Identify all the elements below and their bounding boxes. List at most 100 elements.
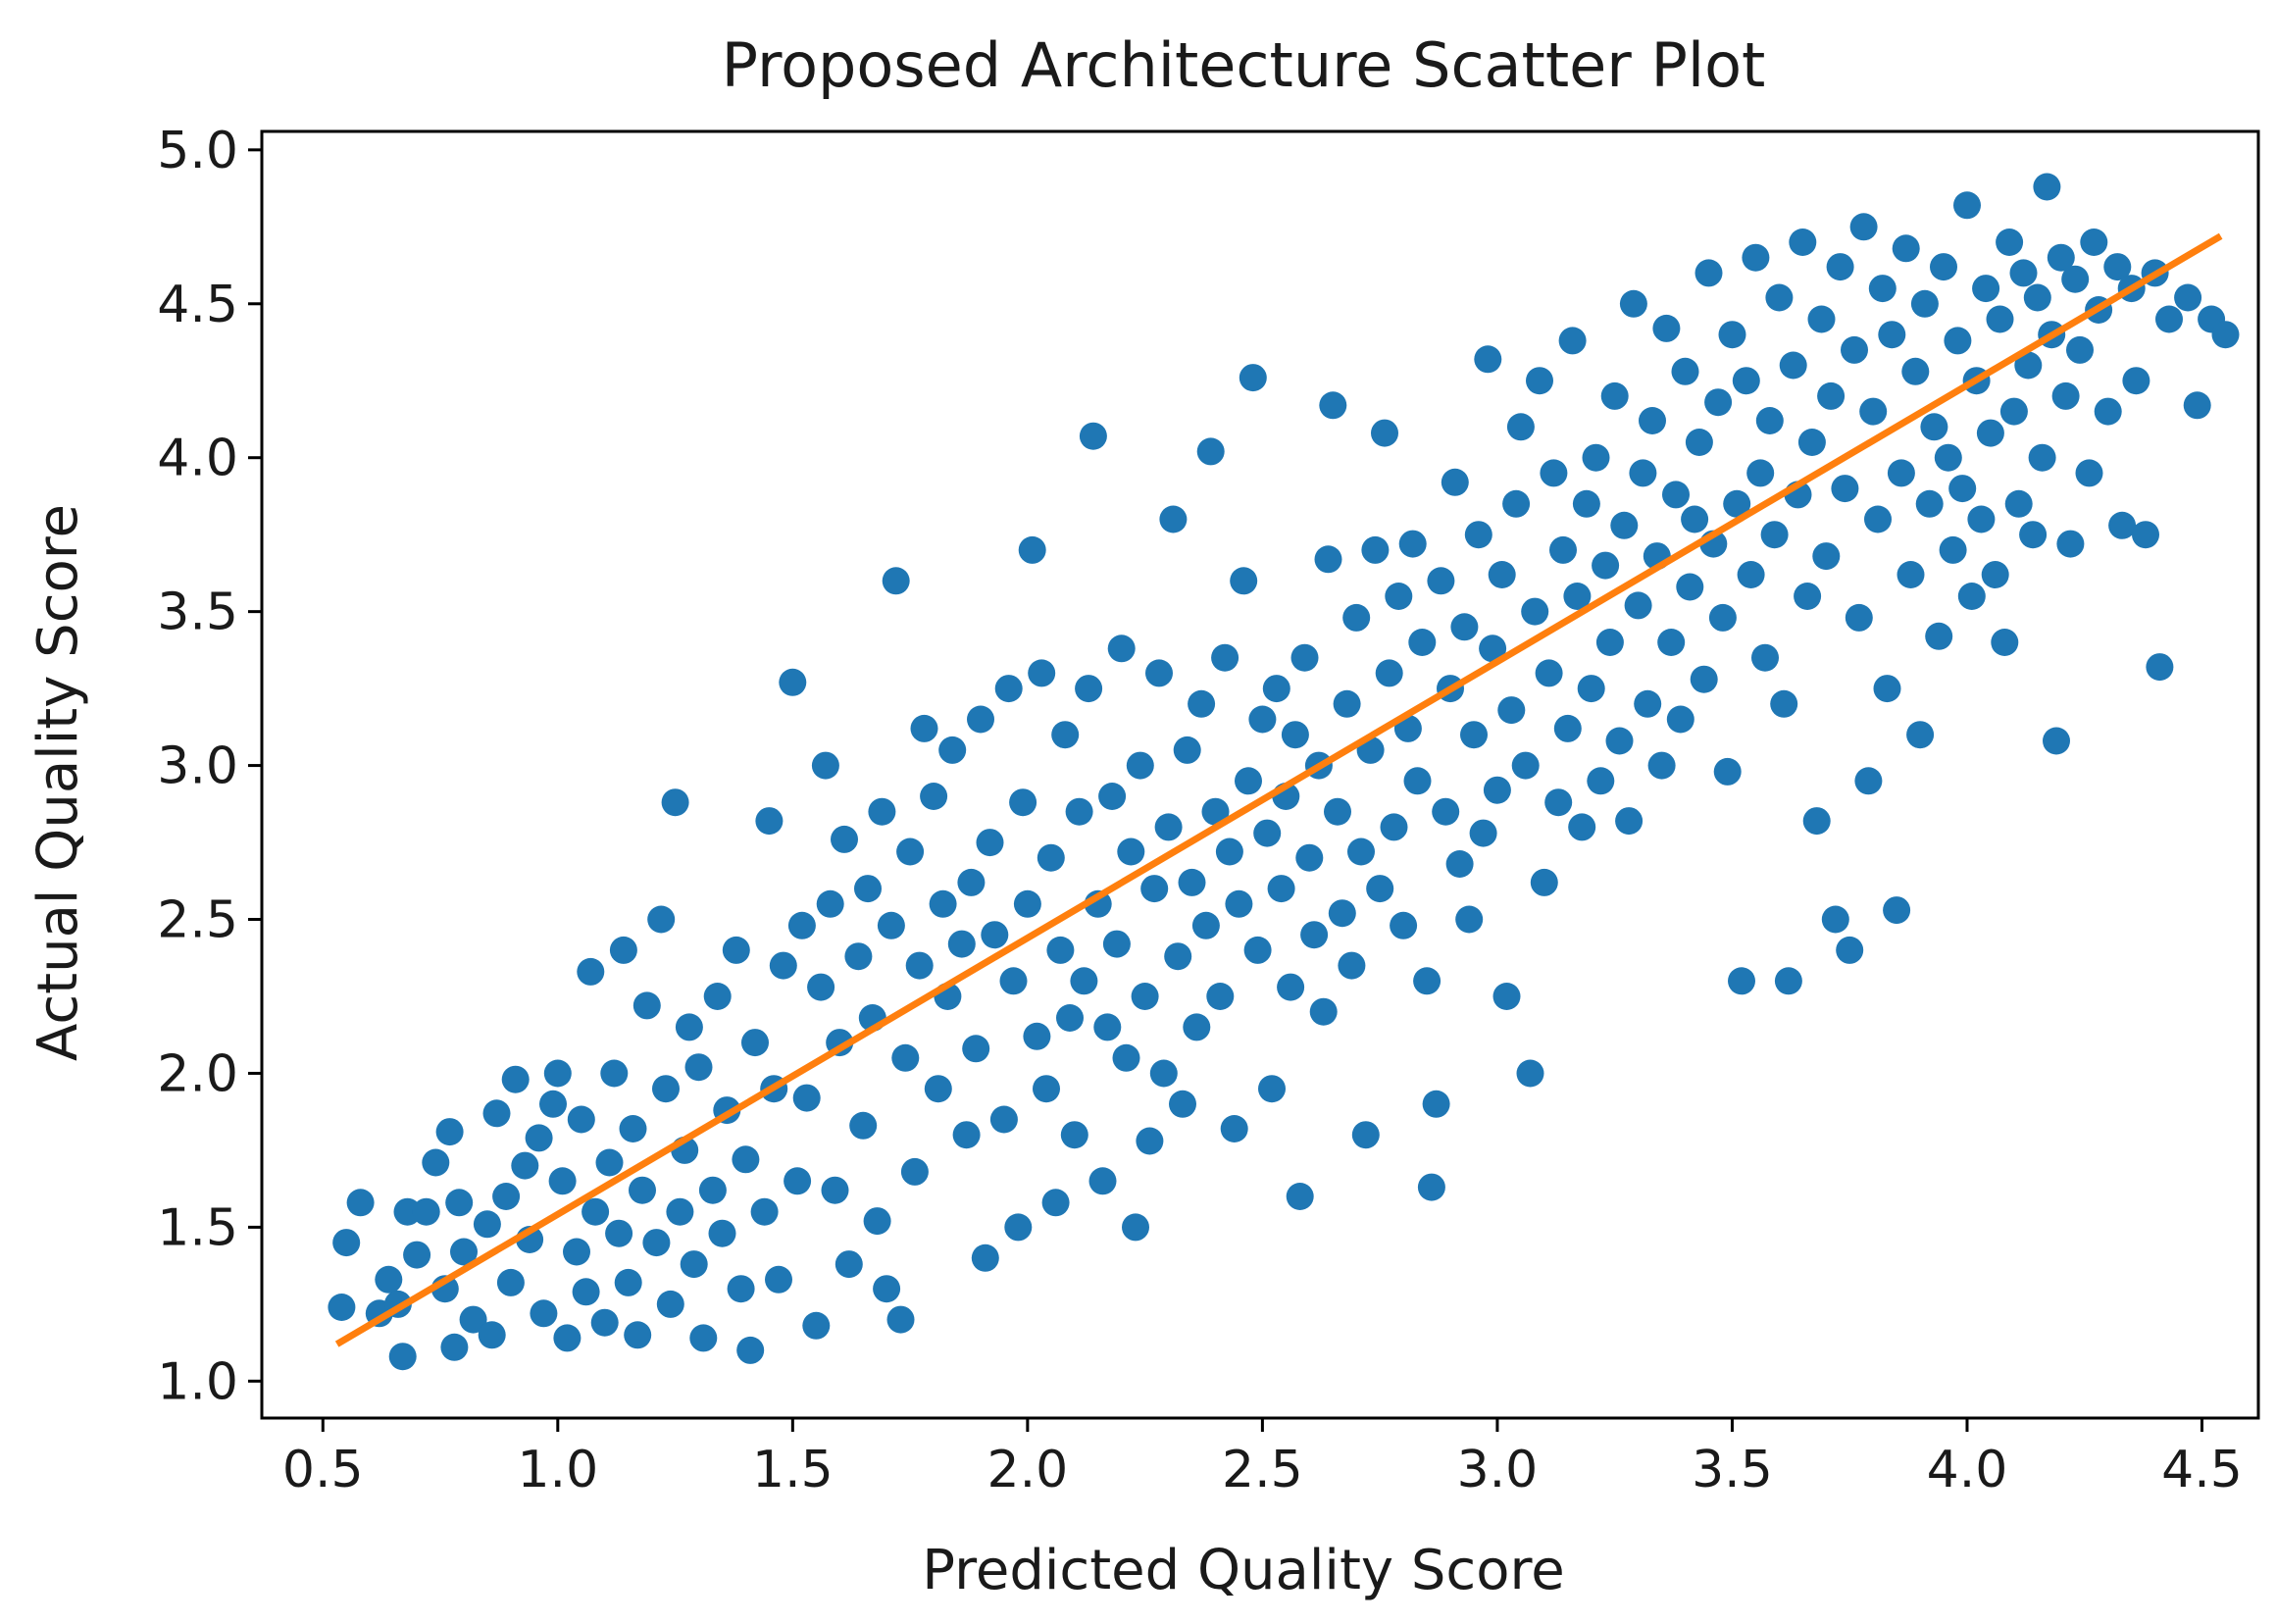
y-tick-label-2: 2.0	[157, 1044, 238, 1103]
data-point-157	[1206, 983, 1235, 1010]
data-point-162	[1230, 567, 1258, 595]
data-point-255	[1666, 705, 1694, 734]
data-point-163	[1235, 767, 1262, 795]
data-point-168	[1258, 1075, 1286, 1103]
data-point-294	[1849, 213, 1878, 241]
data-point-124	[1051, 721, 1080, 749]
data-point-238	[1587, 767, 1615, 795]
data-point-287	[1817, 381, 1846, 410]
data-point-17	[473, 1210, 501, 1239]
data-point-85	[854, 875, 882, 903]
data-point-184	[1333, 689, 1361, 718]
data-point-330	[2019, 521, 2048, 549]
data-point-117	[1018, 535, 1046, 564]
data-point-258	[1681, 505, 1709, 533]
data-point-333	[2033, 173, 2061, 201]
data-point-67	[755, 807, 784, 836]
data-point-147	[1159, 505, 1188, 533]
data-point-170	[1267, 875, 1295, 903]
data-point-233	[1563, 583, 1592, 610]
data-point-219	[1497, 696, 1526, 725]
data-point-288	[1821, 905, 1849, 934]
data-point-51	[666, 1197, 694, 1226]
data-point-251	[1647, 751, 1676, 780]
data-point-15	[450, 1238, 478, 1266]
data-point-348	[2122, 367, 2150, 395]
data-point-236	[1577, 675, 1605, 703]
data-point-59	[708, 1219, 736, 1247]
data-point-114	[1004, 1213, 1033, 1242]
data-point-313	[1939, 535, 1967, 564]
data-point-33	[572, 1278, 600, 1306]
data-point-97	[910, 714, 938, 742]
data-point-150	[1173, 736, 1201, 764]
data-point-193	[1375, 659, 1403, 687]
data-point-102	[938, 736, 967, 764]
data-point-278	[1774, 967, 1802, 995]
y-tick-label-6: 4.0	[157, 430, 238, 488]
data-point-7	[393, 1197, 422, 1226]
data-point-224	[1521, 597, 1549, 626]
data-point-322	[1981, 561, 2009, 588]
data-point-159	[1215, 837, 1243, 866]
data-point-54	[680, 1250, 708, 1279]
data-point-235	[1572, 489, 1600, 518]
data-point-92	[886, 1305, 915, 1334]
data-point-285	[1807, 305, 1836, 333]
data-point-128	[1070, 967, 1098, 995]
data-point-317	[1957, 583, 1986, 610]
data-point-265	[1713, 757, 1742, 786]
data-point-263	[1704, 388, 1733, 417]
data-point-244	[1615, 807, 1644, 836]
data-point-232	[1558, 327, 1587, 355]
data-point-234	[1568, 813, 1596, 841]
data-point-307	[1910, 289, 1939, 318]
data-point-77	[811, 751, 839, 780]
data-point-42	[619, 1115, 647, 1142]
data-point-319	[1967, 505, 1996, 533]
data-point-199	[1403, 767, 1432, 795]
data-point-90	[877, 911, 905, 939]
y-tick-label-0: 1.0	[157, 1352, 238, 1411]
data-point-47	[647, 905, 676, 934]
data-point-214	[1474, 345, 1502, 374]
data-point-295	[1854, 767, 1883, 795]
data-point-172	[1277, 973, 1305, 1001]
data-point-312	[1934, 443, 1962, 472]
x-tick-label-4: 2.5	[1222, 1441, 1303, 1499]
data-point-323	[1986, 305, 2014, 333]
data-point-9	[412, 1197, 440, 1226]
data-point-315	[1948, 475, 1977, 503]
data-point-292	[1841, 335, 1868, 364]
data-point-176	[1295, 843, 1324, 872]
data-point-120	[1033, 1075, 1060, 1103]
data-point-164	[1239, 364, 1267, 392]
data-point-106	[962, 1035, 990, 1063]
data-point-27	[539, 1090, 567, 1118]
data-point-151	[1178, 868, 1206, 896]
data-point-146	[1154, 813, 1183, 841]
data-point-44	[629, 1176, 656, 1204]
data-point-34	[577, 957, 605, 986]
data-point-32	[567, 1105, 595, 1134]
data-point-123	[1046, 936, 1075, 964]
chart-title: Proposed Architecture Scatter Plot	[722, 29, 1766, 101]
data-point-130	[1079, 422, 1107, 450]
data-point-338	[2056, 530, 2085, 558]
data-point-328	[2009, 259, 2038, 287]
data-point-35	[582, 1197, 610, 1226]
data-point-63	[732, 1145, 760, 1174]
data-point-94	[896, 837, 925, 866]
x-tick-label-2: 1.5	[752, 1441, 834, 1499]
data-point-321	[1976, 419, 2004, 447]
data-point-56	[689, 1324, 718, 1352]
data-point-256	[1671, 357, 1699, 385]
data-point-156	[1201, 797, 1230, 826]
data-point-113	[999, 967, 1028, 995]
data-point-83	[844, 942, 873, 971]
data-point-166	[1248, 705, 1277, 734]
data-point-18	[478, 1321, 506, 1349]
y-tick-label-4: 3.0	[157, 737, 238, 796]
data-point-336	[2047, 243, 2075, 272]
